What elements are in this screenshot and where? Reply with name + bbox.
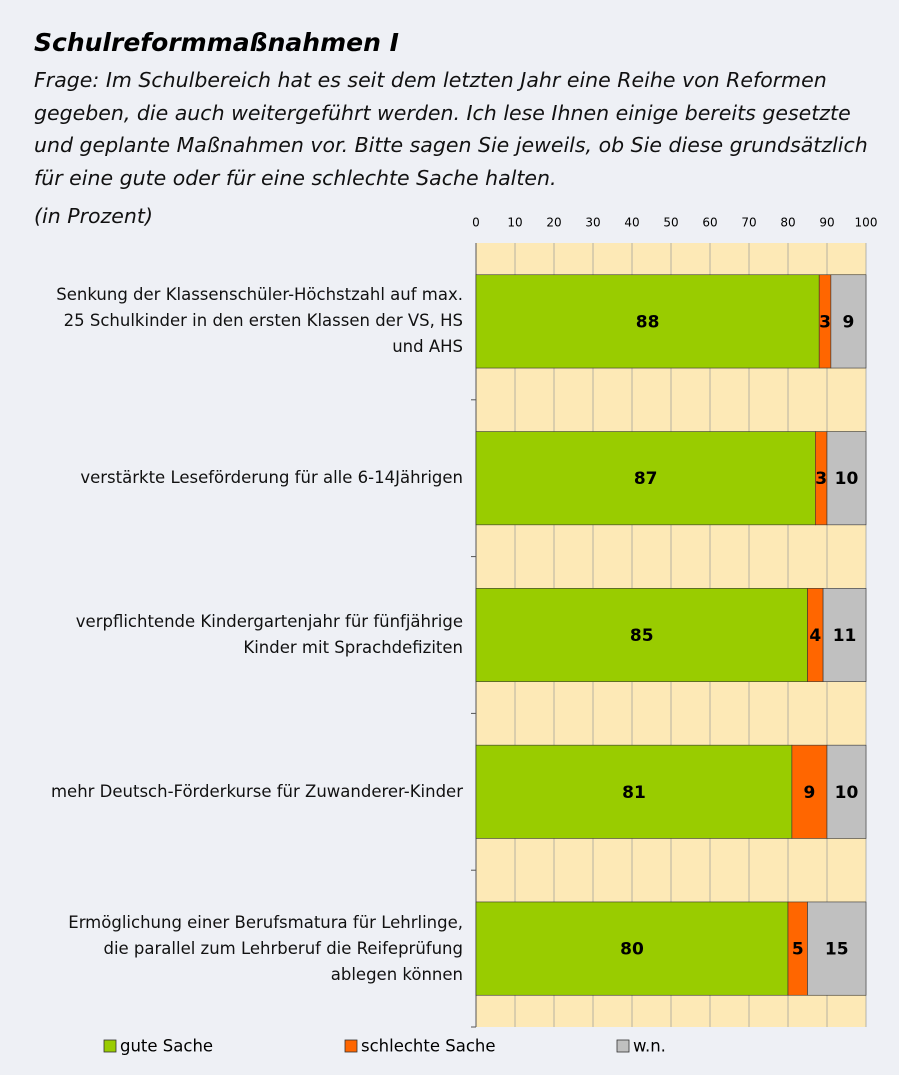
x-tick-label: 50 [663,216,678,230]
bar-segment [475,744,793,839]
bar-segment [826,744,867,839]
data-label: 80 [620,940,644,960]
chart-subtitle: Frage: Im Schulbereich hat es seit dem l… [34,68,868,190]
bar-segment [475,588,808,682]
unit-note: (in Prozent) [34,204,153,228]
legend-swatch [344,1039,358,1053]
x-tick-label: 90 [819,216,834,230]
bar-segment [807,901,867,996]
legend-swatch [616,1039,630,1053]
data-label: 81 [622,783,646,803]
bar-segment [791,744,828,839]
legend-label: w.n. [633,1037,666,1056]
category-label: mehr Deutsch-Förderkurse für Zuwanderer-… [50,781,463,801]
legend-swatch [103,1039,117,1053]
data-label: 10 [835,783,859,803]
category-label: Ermöglichung einer Berufsmatura für Lehr… [68,912,463,984]
bar-segment [830,274,867,369]
x-tick-label: 20 [546,216,561,230]
chart-title: Schulreformmaßnahmen I [34,28,399,57]
data-label: 3 [815,469,827,489]
x-tick-label: 60 [702,216,717,230]
legend-label: schlechte Sache [361,1037,496,1056]
data-label: 87 [634,469,658,489]
x-tick-label: 70 [741,216,756,230]
bar-segment [475,901,789,996]
bar-segment [826,431,867,526]
category-label: verstärkte Leseförderung für alle 6-14Jä… [80,468,463,488]
data-label: 5 [792,940,804,960]
data-label: 3 [819,312,831,332]
data-label: 11 [833,626,857,646]
x-tick-label: 40 [624,216,639,230]
x-tick-label: 30 [585,216,600,230]
x-tick-label: 100 [855,216,878,230]
x-tick-label: 10 [507,216,522,230]
data-label: 88 [636,312,660,332]
data-label: 85 [630,626,654,646]
x-tick-label: 0 [472,216,480,230]
category-label: Senkung der Klassenschüler-Höchstzahl au… [56,285,463,357]
data-label: 10 [835,469,859,489]
data-label: 9 [804,783,816,803]
bar-segment [822,588,867,682]
data-label: 9 [843,312,855,332]
bar-segment [475,274,820,369]
x-tick-label: 80 [780,216,795,230]
category-label: verpflichtende Kindergartenjahr für fünf… [75,612,463,657]
legend-label: gute Sache [120,1037,213,1056]
bar-segment [475,431,816,526]
data-label: 15 [825,940,849,960]
data-label: 4 [809,626,821,646]
